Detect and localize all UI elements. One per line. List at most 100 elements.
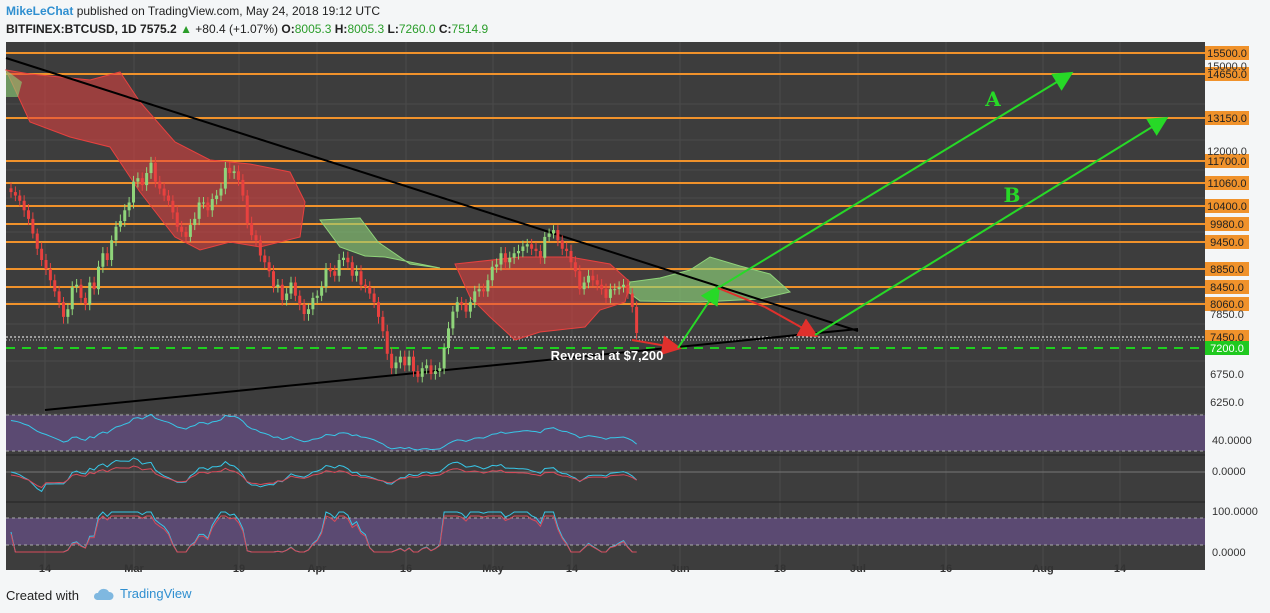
candle-body-66 bbox=[298, 295, 302, 305]
candle-body-108 bbox=[482, 289, 485, 292]
stoch-bottom-label: 0.0000 bbox=[1212, 547, 1246, 559]
candle-body-134 bbox=[595, 280, 599, 285]
candle-body-112 bbox=[499, 253, 503, 265]
candle-body-17 bbox=[83, 297, 87, 305]
y-tick-1: 12000.0 bbox=[1207, 146, 1247, 158]
candle-body-89 bbox=[398, 356, 402, 363]
candle-body-87 bbox=[390, 353, 394, 369]
candle-body-82 bbox=[368, 287, 372, 294]
candle-body-70 bbox=[315, 295, 319, 298]
footer: Created with TradingView bbox=[0, 578, 1270, 613]
candle-body-100 bbox=[447, 328, 450, 348]
candle-body-111 bbox=[495, 264, 499, 267]
symbol-label: BITFINEX:BTCUSD, 1D bbox=[6, 22, 137, 36]
candle-body-113 bbox=[503, 253, 507, 263]
stoch-band bbox=[6, 518, 1205, 545]
level-label-bg-0 bbox=[1205, 46, 1249, 60]
candle-body-76 bbox=[342, 257, 345, 260]
candle-body-6 bbox=[35, 233, 39, 249]
author-link[interactable]: MikeLeChat bbox=[6, 4, 74, 18]
high-value: 8005.3 bbox=[347, 22, 385, 36]
candle-body-61 bbox=[276, 284, 280, 287]
close-value: 7514.9 bbox=[451, 22, 489, 36]
candle-body-91 bbox=[407, 356, 411, 366]
candle-body-5 bbox=[31, 218, 35, 234]
candle-body-132 bbox=[587, 275, 590, 283]
candle-body-79 bbox=[355, 271, 359, 276]
tradingview-link[interactable]: TradingView bbox=[92, 586, 192, 601]
candle-body-47 bbox=[215, 195, 219, 200]
level-label-bg-9 bbox=[1205, 280, 1249, 294]
stoch-top-label: 100.0000 bbox=[1212, 506, 1258, 518]
low-label: L: bbox=[387, 22, 399, 36]
candle-body-78 bbox=[350, 262, 354, 276]
x-tick-11: Aug bbox=[1032, 563, 1053, 575]
candle-body-137 bbox=[608, 289, 612, 298]
candle-body-118 bbox=[525, 244, 529, 247]
x-tick-1: Mar bbox=[124, 563, 144, 575]
candle-body-69 bbox=[311, 297, 315, 310]
candle-body-77 bbox=[346, 257, 350, 263]
reversal-label: Reversal at $7,200 bbox=[551, 348, 664, 363]
green-arrow-up-1 bbox=[677, 284, 721, 349]
candle-body-48 bbox=[219, 188, 223, 196]
candle-body-84 bbox=[377, 302, 380, 317]
candle-body-14 bbox=[70, 287, 74, 310]
candle-body-133 bbox=[591, 275, 595, 281]
candle-body-44 bbox=[202, 202, 205, 204]
candle-body-124 bbox=[552, 230, 555, 234]
candle-body-54 bbox=[245, 195, 249, 224]
x-tick-10: 16 bbox=[940, 563, 952, 575]
candle-body-15 bbox=[75, 284, 79, 287]
candle-body-143 bbox=[635, 306, 639, 333]
candle-body-30 bbox=[140, 178, 144, 186]
candle-body-121 bbox=[538, 251, 542, 258]
candle-body-142 bbox=[630, 293, 634, 307]
candle-body-67 bbox=[302, 304, 306, 314]
candle-body-128 bbox=[569, 251, 573, 263]
candle-body-123 bbox=[547, 233, 551, 237]
candle-body-65 bbox=[293, 282, 297, 296]
macd-signal bbox=[10, 465, 637, 489]
red-arrow-mid bbox=[717, 287, 766, 308]
red-arrow-B bbox=[764, 306, 819, 337]
candle-body-86 bbox=[385, 331, 389, 354]
candle-body-53 bbox=[241, 179, 245, 196]
candle-body-46 bbox=[210, 199, 214, 211]
x-tick-0: 14 bbox=[39, 563, 52, 575]
y-tick-0: 15000.0 bbox=[1207, 61, 1247, 73]
level-label-bg-11 bbox=[1205, 330, 1249, 344]
candle-body-18 bbox=[88, 282, 92, 305]
candle-body-4 bbox=[27, 210, 30, 219]
stoch-k-line bbox=[10, 511, 637, 553]
high-label: H: bbox=[334, 22, 348, 36]
candle-body-42 bbox=[193, 218, 197, 226]
candle-body-101 bbox=[451, 311, 455, 329]
green-arrow-A bbox=[717, 71, 1074, 289]
candle-body-21 bbox=[101, 253, 105, 267]
candle-body-58 bbox=[263, 255, 267, 263]
candle-body-24 bbox=[114, 226, 118, 241]
ichimoku-clouds bbox=[5, 69, 792, 341]
level-label-bg-6 bbox=[1205, 217, 1249, 231]
candle-body-83 bbox=[372, 293, 376, 303]
level-label-3: 11700.0 bbox=[1208, 156, 1247, 168]
candle-body-29 bbox=[136, 178, 140, 182]
level-label-0: 15500.0 bbox=[1207, 48, 1247, 60]
candle-body-93 bbox=[416, 371, 420, 377]
candle-body-141 bbox=[626, 284, 630, 294]
y-tick-2: 7850.0 bbox=[1210, 309, 1244, 321]
price-levels bbox=[6, 52, 1205, 349]
x-tick-4: 16 bbox=[400, 563, 412, 575]
candle-body-81 bbox=[363, 284, 367, 287]
candle-body-59 bbox=[267, 262, 271, 272]
candle-body-57 bbox=[258, 240, 262, 256]
symbol-line: BITFINEX:BTCUSD, 1D 7575.2 ▲ +80.4 (+1.0… bbox=[6, 22, 488, 36]
candle-body-105 bbox=[468, 302, 472, 312]
candle-body-80 bbox=[359, 271, 363, 285]
level-label-bg-1 bbox=[1205, 67, 1249, 81]
candle-body-7 bbox=[40, 248, 44, 260]
candle-body-88 bbox=[394, 362, 398, 369]
label-B: B bbox=[1004, 183, 1021, 207]
price-chart[interactable]: 15500.0 14650.0 13150.0 11700.0 11060.0 10400… bbox=[0, 42, 1270, 578]
